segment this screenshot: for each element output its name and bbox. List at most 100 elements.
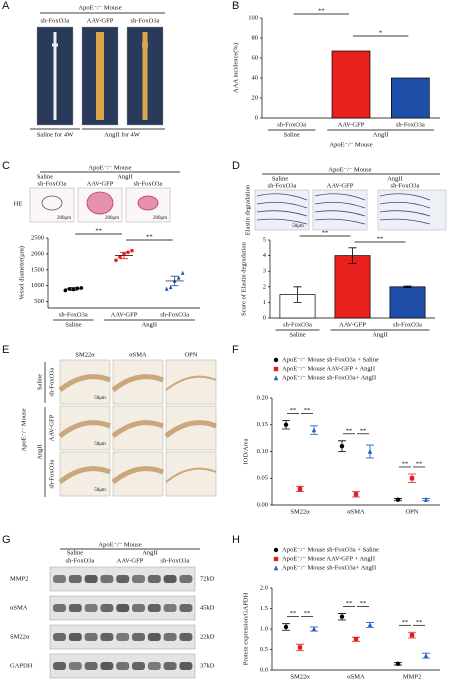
column-label: sh-FoxO3a: [131, 17, 160, 24]
y-tick-label: 0.00: [257, 501, 268, 508]
tissue: [58, 374, 111, 392]
error-bar: [394, 498, 402, 502]
column-label: sh-FoxO3a: [38, 180, 67, 187]
data-point: [273, 375, 279, 381]
error-bar: [338, 613, 346, 621]
tissue: [58, 466, 111, 484]
band: [163, 575, 177, 583]
panel-label: C: [2, 160, 10, 172]
column-label: AAV-GFP: [327, 182, 354, 189]
column-label: sh-FoxO3a: [41, 17, 70, 24]
error-bar: [282, 623, 290, 631]
column-label: sh-FoxO3a: [268, 182, 297, 189]
x-tick-label: sh-FoxO3a: [283, 321, 312, 328]
elastin-fiber: [314, 201, 366, 209]
header: ApoE⁻/⁻ Mouse: [78, 4, 121, 11]
band: [116, 604, 130, 612]
group-label: AngII: [142, 549, 158, 556]
micrograph: [165, 359, 217, 405]
elastin-fiber: [256, 218, 308, 225]
band: [53, 662, 66, 670]
y-tick-label: 2.0: [260, 584, 268, 591]
band: [132, 604, 145, 612]
band: [84, 662, 98, 670]
y-tick-label: 1: [263, 299, 266, 306]
x-tick-label: SM22α: [290, 673, 310, 680]
size-label: 22kD: [200, 633, 215, 640]
x-tick-label: MMP2: [403, 673, 421, 680]
y-tick-label: 1500: [31, 266, 44, 273]
tissue: [111, 420, 164, 438]
data-point: [114, 258, 118, 263]
error-bar: [403, 285, 412, 288]
significance: **: [95, 227, 102, 234]
y-tick-label: 0: [263, 314, 266, 321]
significance: **: [346, 427, 353, 434]
band: [132, 662, 145, 670]
band: [116, 575, 130, 583]
column-label: sh-FoxO3a: [161, 557, 190, 564]
y-tick-label: 1.5: [260, 605, 268, 612]
aorta: [142, 32, 148, 120]
y-tick-label: 2000: [31, 250, 44, 257]
data-point: [63, 288, 68, 293]
significance: **: [346, 600, 353, 607]
micrograph: [254, 189, 310, 231]
elastin-fiber: [314, 218, 366, 225]
row-label: GAPDH: [10, 662, 33, 669]
error-bar: [293, 286, 302, 303]
scale-label: 200μm: [105, 216, 119, 221]
significance: **: [402, 619, 409, 626]
error-bar: [366, 622, 374, 628]
y-tick-label: 2500: [31, 234, 44, 241]
scale-label: 200μm: [57, 216, 71, 221]
significance: **: [290, 610, 297, 617]
group-label: Saline: [36, 374, 43, 390]
error-bar: [408, 631, 416, 639]
error-bar: [394, 662, 402, 666]
elastin-fiber: [256, 210, 308, 217]
panel-label: A: [2, 0, 10, 12]
data-point: [180, 270, 185, 275]
column-label: AAV-GFP: [87, 180, 114, 187]
significance: **: [146, 233, 153, 240]
band: [163, 633, 177, 641]
band: [84, 604, 98, 612]
micrograph: [165, 451, 217, 497]
elastin-fiber: [256, 193, 308, 201]
x-tick-label: OPN: [405, 508, 418, 515]
x-tick-label: sh-FoxO3a: [59, 311, 88, 318]
legend-label: ApoE⁻/⁻ Mouse sh-FoxO3a+ AngII: [282, 564, 376, 571]
band: [68, 604, 82, 612]
y-tick-label: 0: [255, 114, 258, 121]
band: [68, 662, 82, 670]
band: [147, 604, 161, 612]
error-bar: [366, 444, 374, 459]
y-tick-label: 3: [263, 268, 266, 275]
band: [179, 604, 193, 612]
aorta: [96, 32, 104, 120]
scale-label: 50μm: [94, 396, 106, 401]
micrograph: [377, 189, 447, 231]
significance: **: [318, 7, 325, 14]
legend-label: ApoE⁻/⁻ Mouse sh-FoxO3a+ AngII: [282, 374, 376, 381]
column-label: sh-FoxO3a: [66, 557, 95, 564]
x-tick-label: αSMA: [347, 673, 365, 680]
panel-label: F: [232, 344, 239, 356]
significance: **: [322, 229, 329, 236]
significance: **: [360, 600, 367, 607]
y-tick-label: 4: [263, 252, 267, 259]
tissue: [164, 420, 217, 438]
data-point: [118, 255, 122, 259]
error-bar: [422, 652, 430, 659]
elastin-fiber: [314, 193, 366, 201]
y-tick-label: 5: [263, 236, 266, 243]
tissue: [165, 467, 217, 483]
y-axis-label: Protein expression/GAPDH: [242, 592, 249, 665]
aorta: [52, 32, 58, 120]
y-axis-label: AAA incidence(%): [232, 43, 239, 93]
significance: **: [304, 610, 311, 617]
bar: [334, 255, 371, 319]
error-bar: [170, 275, 179, 287]
